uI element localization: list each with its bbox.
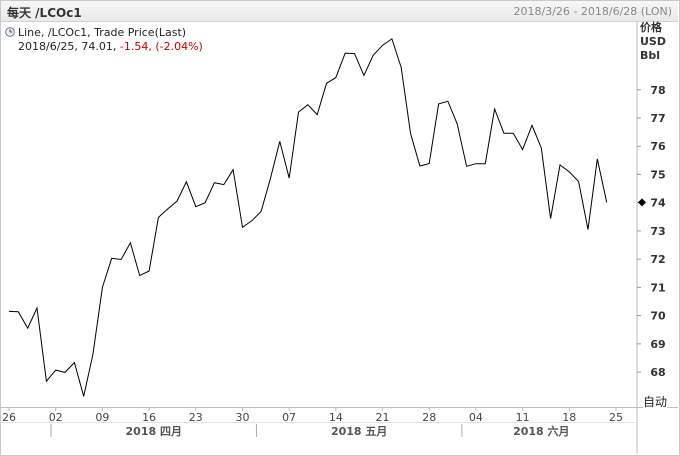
y-tick-label: 76 <box>650 140 666 153</box>
auto-scale-button[interactable]: 自动 <box>643 393 668 410</box>
y-tick-label: 70 <box>650 310 666 323</box>
unit-measure: Bbl <box>640 49 661 62</box>
unit-price: 价格 <box>640 21 662 34</box>
legend-last-value: 2018/6/25, 74.01, -1.54, (-2.04%) <box>18 40 203 54</box>
price-line-group <box>8 38 608 397</box>
legend-change: -1.54, (-2.04%) <box>119 40 203 53</box>
price-line <box>8 38 608 397</box>
x-tick-label: 18 <box>562 411 576 424</box>
x-tick-label: 23 <box>189 411 203 424</box>
x-tick-label: 21 <box>376 411 390 424</box>
y-tick-label: 69 <box>650 338 665 351</box>
clock-icon[interactable] <box>5 27 15 37</box>
axis-lines <box>1 21 678 454</box>
month-axis: 2018 四月 2018 五月 2018 六月 <box>50 424 570 438</box>
x-tick-label: 26 <box>2 411 16 424</box>
legend-series-label: Line, /LCOc1, Trade Price(Last) <box>18 26 187 39</box>
x-tick-label: 30 <box>235 411 249 424</box>
legend-last-value-text: 2018/6/25, 74.01, <box>18 40 120 53</box>
month-label: 2018 六月 <box>513 424 569 438</box>
legend: Line, /LCOc1, Trade Price(Last) 2018/6/2… <box>5 26 203 54</box>
y-tick-label: 68 <box>650 366 665 379</box>
last-value-marker <box>638 198 646 207</box>
month-label: 2018 五月 <box>331 425 387 438</box>
x-tick-label: 04 <box>469 411 483 424</box>
y-tick-label: 71 <box>650 281 665 294</box>
x-tick-label: 11 <box>516 411 530 424</box>
y-tick-label: 74 <box>650 197 666 210</box>
chart-header: 每天 /LCOc1 2018/3/26 - 2018/6/28 (LON) <box>1 1 678 22</box>
unit-currency: USD <box>640 35 666 48</box>
y-tick-label: 75 <box>650 168 665 181</box>
x-tick-label: 02 <box>49 411 63 424</box>
x-tick-label: 16 <box>142 411 156 424</box>
y-tick-label: 73 <box>650 225 665 238</box>
x-tick-label: 07 <box>282 411 296 424</box>
month-label: 2018 四月 <box>126 425 182 438</box>
x-axis: 26 02 09 16 23 30 07 14 21 28 04 11 18 25 <box>2 407 623 424</box>
last-value-marker-group <box>638 198 646 207</box>
chart-title: 每天 /LCOc1 <box>7 6 82 20</box>
y-axis: 68 69 70 71 72 73 74 75 76 77 78 <box>637 84 666 379</box>
x-tick-label: 28 <box>422 411 436 424</box>
x-tick-label: 09 <box>95 411 109 424</box>
price-unit-label: 价格 USD Bbl <box>640 21 666 63</box>
x-tick-label: 25 <box>609 411 623 424</box>
x-tick-label: 14 <box>329 411 343 424</box>
y-tick-label: 78 <box>650 84 665 97</box>
y-tick-label: 77 <box>650 112 665 125</box>
date-range: 2018/3/26 - 2018/6/28 (LON) <box>513 5 672 18</box>
y-tick-label: 72 <box>650 253 665 266</box>
